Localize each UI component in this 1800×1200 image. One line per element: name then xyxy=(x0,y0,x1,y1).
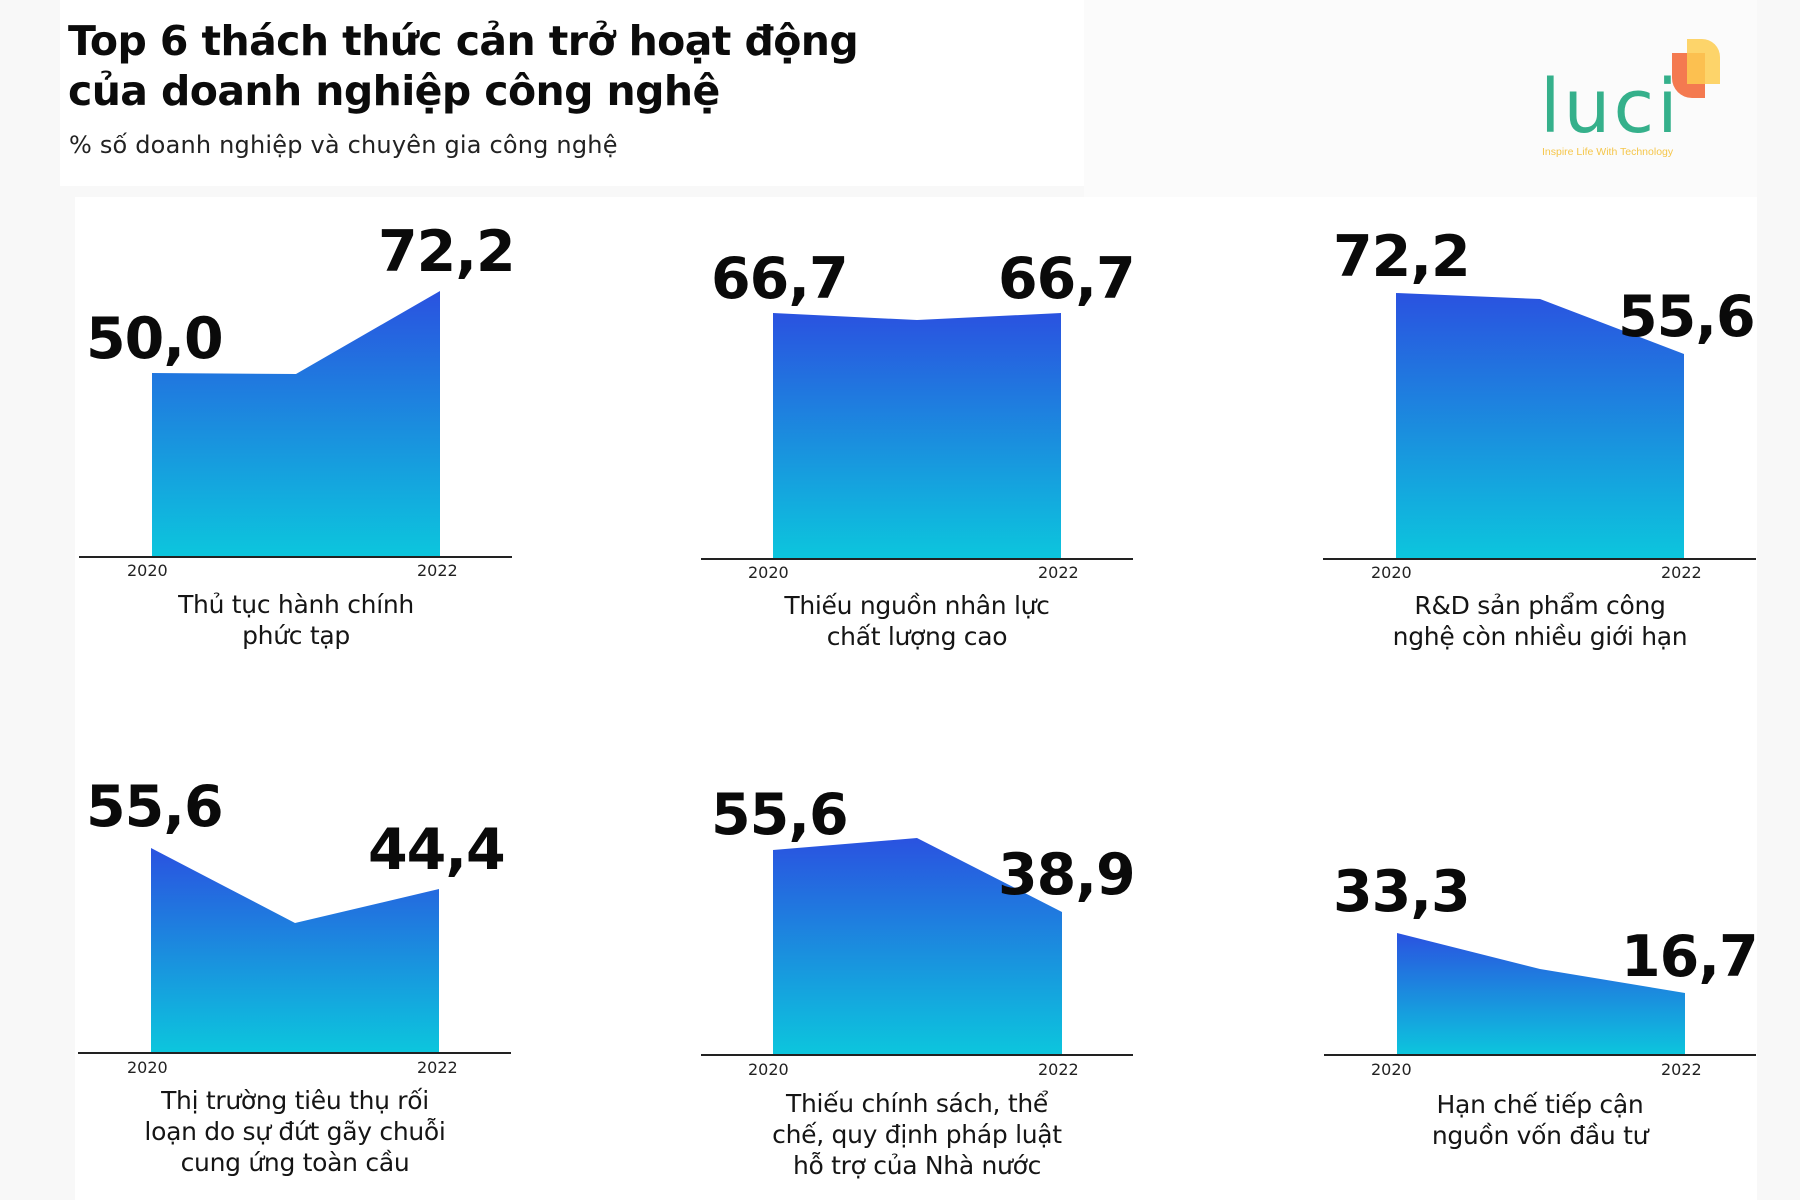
logo-tagline: Inspire Life With Technology xyxy=(1542,146,1674,158)
chart-6-end-value: 16,7 xyxy=(1621,924,1759,990)
chart-1-start-year: 2020 xyxy=(127,561,168,580)
chart-6-investment-access xyxy=(1324,933,1756,1056)
chart-6-end-year: 2022 xyxy=(1661,1060,1702,1079)
chart-1-administrative-procedures xyxy=(79,291,512,558)
chart-5-area xyxy=(773,838,1062,1055)
chart-5-start-year: 2020 xyxy=(748,1060,789,1079)
chart-2-caption-line: chất lượng cao xyxy=(826,622,1008,651)
chart-5-end-year: 2022 xyxy=(1038,1060,1079,1079)
chart-5-end-value: 38,9 xyxy=(998,842,1136,908)
chart-1-end-value: 72,2 xyxy=(378,219,516,285)
chart-1-caption-line: Thủ tục hành chính xyxy=(178,590,414,619)
chart-5-caption-line: hỗ trợ của Nhà nước xyxy=(792,1151,1042,1180)
chart-4-area xyxy=(151,848,439,1053)
chart-6-caption-line: Hạn chế tiếp cận xyxy=(1436,1090,1644,1119)
chart-6-start-value: 33,3 xyxy=(1333,859,1471,925)
chart-1-caption-line: phức tạp xyxy=(242,621,350,650)
chart-6-start-year: 2020 xyxy=(1371,1060,1412,1079)
chart-2-end-value: 66,7 xyxy=(998,246,1136,312)
chart-2-high-quality-workforce xyxy=(701,313,1133,560)
chart-6-caption-line: nguồn vốn đầu tư xyxy=(1431,1121,1649,1150)
chart-4-caption-line: cung ứng toàn cầu xyxy=(180,1148,410,1177)
chart-1-end-year: 2022 xyxy=(417,561,458,580)
header-band xyxy=(1084,0,1757,197)
chart-2-caption-line: Thiếu nguồn nhân lực xyxy=(784,591,1050,620)
chart-3-rnd-limits xyxy=(1323,293,1756,560)
chart-3-caption: R&D sản phẩm công nghệ còn nhiều giới hạ… xyxy=(1340,590,1740,652)
page-title-line-2: của doanh nghiệp công nghệ xyxy=(68,67,720,115)
chart-3-start-value: 72,2 xyxy=(1333,224,1471,290)
title-panel xyxy=(60,0,1084,186)
logo-wordmark: luci xyxy=(1540,64,1681,150)
chart-3-end-year: 2022 xyxy=(1661,563,1702,582)
chart-6-caption: Hạn chế tiếp cận nguồn vốn đầu tư xyxy=(1340,1089,1740,1151)
chart-4-supply-chain-disruption xyxy=(78,848,511,1054)
chart-4-start-value: 55,6 xyxy=(86,774,224,840)
chart-2-start-year: 2020 xyxy=(748,563,789,582)
chart-3-end-value: 55,6 xyxy=(1618,284,1756,350)
chart-4-caption-line: loạn do sự đứt gãy chuỗi xyxy=(144,1117,446,1146)
chart-3-start-year: 2020 xyxy=(1371,563,1412,582)
luci-logo: luci Inspire Life With Technology xyxy=(1530,30,1730,165)
chart-3-caption-line: R&D sản phẩm công xyxy=(1414,591,1666,620)
chart-4-end-value: 44,4 xyxy=(368,817,506,883)
chart-3-area xyxy=(1396,293,1684,559)
chart-4-caption-line: Thị trường tiêu thụ rối xyxy=(161,1086,429,1115)
chart-1-caption: Thủ tục hành chính phức tạp xyxy=(96,589,496,651)
chart-1-area xyxy=(152,291,440,557)
chart-4-end-year: 2022 xyxy=(417,1058,458,1077)
chart-5-caption-line: Thiếu chính sách, thể xyxy=(786,1089,1048,1118)
chart-2-start-value: 66,7 xyxy=(711,246,849,312)
chart-5-caption-line: chế, quy định pháp luật xyxy=(772,1120,1062,1149)
chart-2-area xyxy=(773,313,1061,559)
chart-6-area xyxy=(1397,933,1685,1055)
chart-5-policy-support xyxy=(701,838,1133,1056)
logo-yellow-shape-icon xyxy=(1687,39,1720,84)
page-title-line-1: Top 6 thách thức cản trở hoạt động xyxy=(68,17,859,65)
chart-3-caption-line: nghệ còn nhiều giới hạn xyxy=(1392,622,1688,651)
chart-2-end-year: 2022 xyxy=(1038,563,1079,582)
chart-2-caption: Thiếu nguồn nhân lực chất lượng cao xyxy=(717,590,1117,652)
chart-5-start-value: 55,6 xyxy=(711,782,849,848)
chart-1-start-value: 50,0 xyxy=(86,306,224,372)
chart-4-caption: Thị trường tiêu thụ rối loạn do sự đứt g… xyxy=(95,1085,495,1178)
page-subtitle: % số doanh nghiệp và chuyên gia công ngh… xyxy=(69,131,618,159)
chart-5-caption: Thiếu chính sách, thể chế, quy định pháp… xyxy=(717,1088,1117,1181)
chart-4-start-year: 2020 xyxy=(127,1058,168,1077)
